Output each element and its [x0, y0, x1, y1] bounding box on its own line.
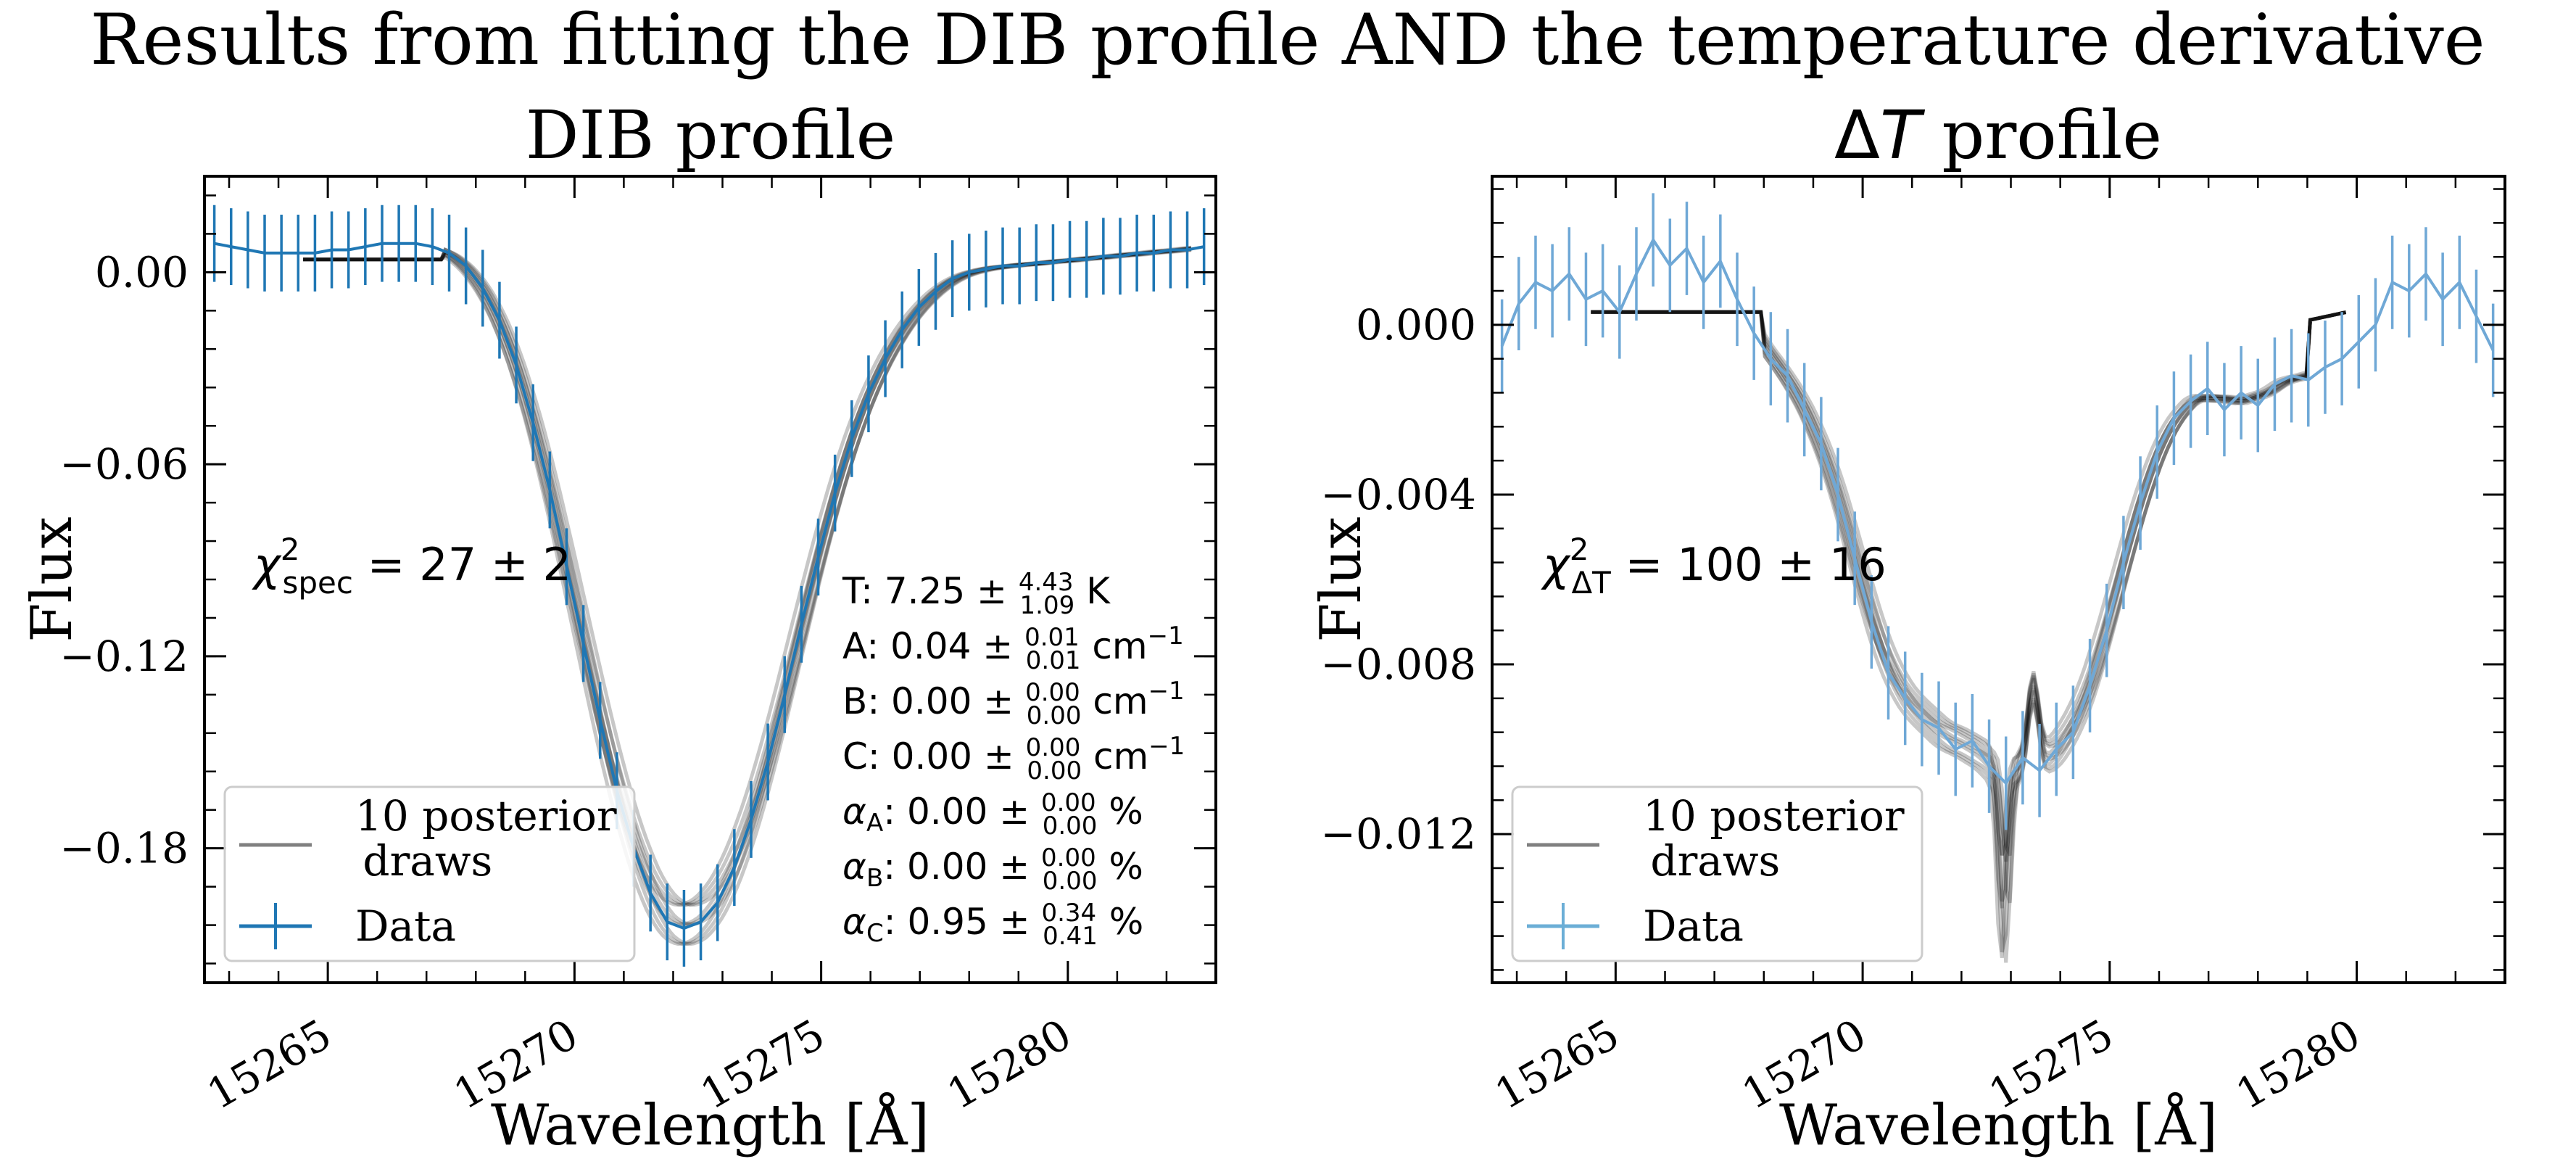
figure-suptitle: Results from fitting the DIB profile AND…: [90, 0, 2485, 81]
data-line: [1500, 236, 2495, 786]
legend-data-label: Data: [355, 901, 456, 951]
param-estimate: αB: 0.00 ± 0.00 0.00 %: [842, 843, 1143, 896]
posterior-draw-line: [1591, 310, 2347, 862]
x-axis-label: Wavelength [Å]: [491, 1091, 929, 1158]
legend-box: [223, 785, 636, 962]
x-tick-label: 15265: [1487, 1010, 1628, 1119]
legend-data-label: Data: [1643, 901, 1744, 951]
posterior-draw-line: [1591, 310, 2347, 856]
param-estimate: C: 0.00 ± 0.00 0.00 cm−1: [842, 732, 1185, 785]
chi-square-annotation: χ2 ΔT = 100 ± 16: [1541, 532, 1887, 601]
x-axis-label: Wavelength [Å]: [1779, 1091, 2218, 1158]
y-axis-label: Flux: [1309, 516, 1374, 642]
plot-area: [1500, 193, 2495, 963]
posterior-draw-line: [1591, 310, 2347, 904]
panel-title: DIB profile: [526, 96, 895, 174]
x-tick-label: 15280: [939, 1010, 1080, 1119]
param-estimate: αC: 0.95 ± 0.34 0.41 %: [842, 899, 1143, 951]
y-tick-label: −0.12: [59, 632, 189, 681]
chi-square-annotation: χ2 spec = 27 ± 2: [252, 532, 571, 601]
param-estimate: A: 0.04 ± 0.01 0.01 cm−1: [842, 622, 1184, 675]
posterior-draw-line: [1591, 310, 2347, 856]
legend-draws-label: 10 posterior draws: [1637, 791, 1905, 886]
data-line: [214, 242, 1205, 930]
y-tick-label: −0.012: [1320, 809, 1476, 859]
legend-box: [1511, 785, 1923, 962]
y-tick-label: −0.06: [59, 440, 189, 489]
y-axis-label: Flux: [20, 516, 85, 642]
y-tick-label: −0.18: [59, 824, 189, 873]
posterior-draw-line: [1591, 310, 2347, 953]
y-tick-label: −0.004: [1320, 470, 1476, 519]
posterior-draw-line: [1591, 310, 2347, 909]
y-tick-label: −0.008: [1320, 640, 1476, 689]
x-tick-label: 15265: [199, 1010, 339, 1119]
x-tick-label: 15280: [2228, 1010, 2369, 1119]
param-estimate: B: 0.00 ± 0.00 0.00 cm−1: [842, 677, 1185, 730]
posterior-draw-line: [1591, 310, 2347, 857]
legend-draws-label: 10 posterior draws: [349, 791, 617, 886]
posterior-draw-line: [1591, 310, 2347, 963]
posterior-draw-line: [1591, 310, 2347, 958]
y-tick-label: 0.000: [1356, 300, 1476, 350]
param-estimate: αA: 0.00 ± 0.00 0.00 %: [842, 788, 1143, 841]
plot-area: [212, 205, 1206, 967]
axes-frame: [1491, 175, 2506, 984]
param-estimate: T: 7.25 ± 4.43 1.09 K: [842, 568, 1111, 620]
panel-title: ΔT profile: [1834, 96, 2162, 174]
y-tick-label: 0.00: [95, 247, 189, 297]
